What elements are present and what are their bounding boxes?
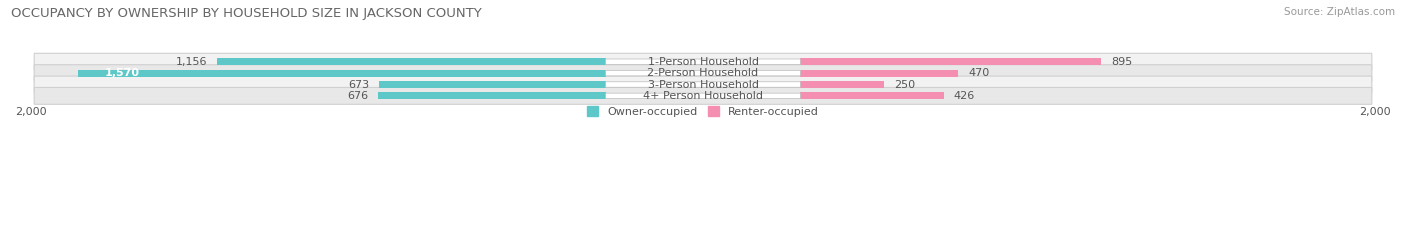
- Text: 3-Person Household: 3-Person Household: [648, 79, 758, 89]
- Text: 676: 676: [347, 91, 368, 101]
- FancyBboxPatch shape: [34, 65, 1372, 82]
- Text: 2-Person Household: 2-Person Household: [647, 68, 759, 78]
- Bar: [77, 70, 606, 77]
- FancyBboxPatch shape: [606, 59, 800, 65]
- Bar: [800, 58, 1101, 65]
- Text: Source: ZipAtlas.com: Source: ZipAtlas.com: [1284, 7, 1395, 17]
- Text: 895: 895: [1111, 57, 1133, 67]
- Text: 250: 250: [894, 79, 915, 89]
- Text: 1-Person Household: 1-Person Household: [648, 57, 758, 67]
- Bar: [800, 81, 884, 88]
- Text: 470: 470: [969, 68, 990, 78]
- Bar: [800, 70, 959, 77]
- Bar: [800, 92, 943, 99]
- Bar: [378, 92, 606, 99]
- Text: 1,156: 1,156: [176, 57, 207, 67]
- Text: OCCUPANCY BY OWNERSHIP BY HOUSEHOLD SIZE IN JACKSON COUNTY: OCCUPANCY BY OWNERSHIP BY HOUSEHOLD SIZE…: [11, 7, 482, 20]
- FancyBboxPatch shape: [606, 70, 800, 76]
- Text: 673: 673: [349, 79, 370, 89]
- FancyBboxPatch shape: [34, 53, 1372, 70]
- FancyBboxPatch shape: [606, 93, 800, 99]
- FancyBboxPatch shape: [34, 87, 1372, 104]
- Text: 1,570: 1,570: [105, 68, 139, 78]
- FancyBboxPatch shape: [606, 82, 800, 87]
- Text: 4+ Person Household: 4+ Person Household: [643, 91, 763, 101]
- Text: 426: 426: [953, 91, 974, 101]
- Legend: Owner-occupied, Renter-occupied: Owner-occupied, Renter-occupied: [582, 101, 824, 121]
- FancyBboxPatch shape: [34, 76, 1372, 93]
- Bar: [217, 58, 606, 65]
- Bar: [380, 81, 606, 88]
